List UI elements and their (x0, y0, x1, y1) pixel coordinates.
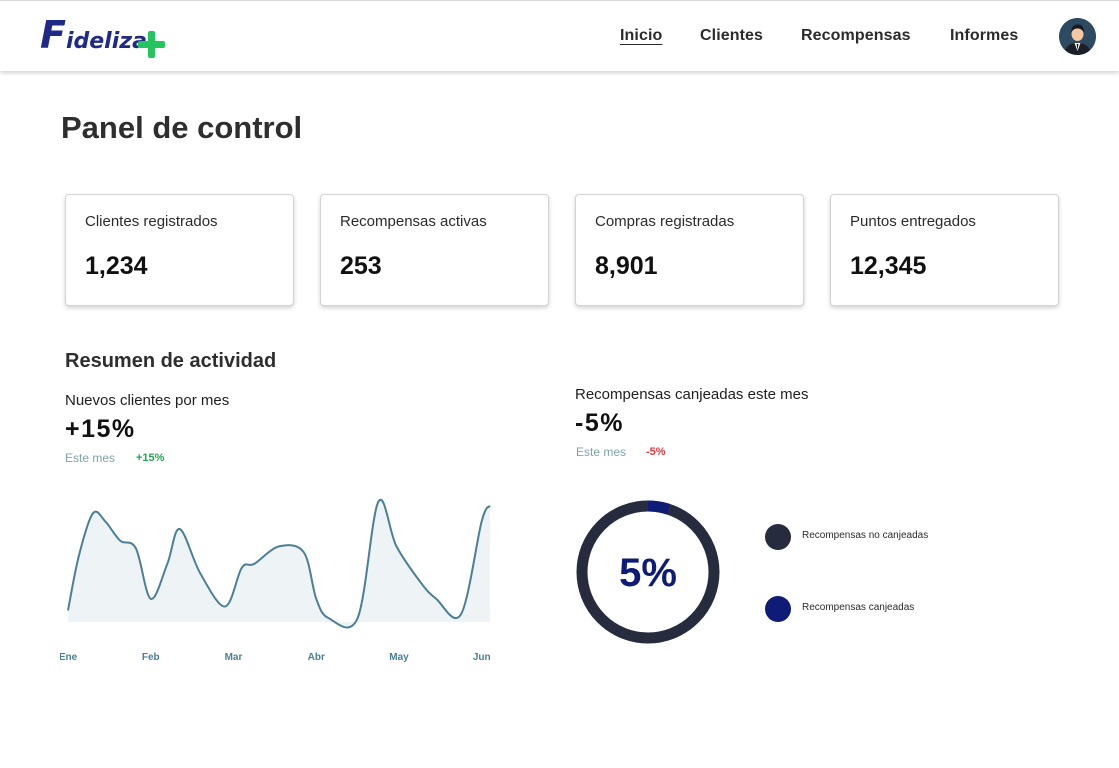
line-series (67, 498, 491, 629)
new-clients-delta: +15% (136, 452, 165, 464)
x-tick-label: May (389, 652, 409, 663)
new-clients-line-chart: Ene Feb Mar Abr May Jun (60, 498, 491, 663)
redeemed-delta: -5% (646, 446, 666, 458)
redeemed-period: Este mes (576, 445, 627, 459)
new-clients-value: +15% (65, 415, 136, 443)
plus-icon (138, 31, 166, 59)
x-tick-label: Mar (225, 652, 243, 663)
x-tick-label: Feb (142, 652, 160, 663)
nav-informes[interactable]: Informes (950, 27, 1019, 44)
nav-clientes[interactable]: Clientes (700, 27, 764, 44)
logo-wordmark: Fideliza (40, 13, 147, 57)
stat-card-compras: Compras registradas 8,901 (575, 194, 804, 306)
nav-inicio[interactable]: Inicio (620, 27, 663, 44)
stat-label: Recompensas activas (340, 213, 487, 230)
stat-card-puntos: Puntos entregados 12,345 (830, 194, 1059, 306)
fideliza-logo[interactable]: Fideliza (40, 13, 170, 61)
page-title: Panel de control (61, 110, 303, 145)
nav-recompensas[interactable]: Recompensas (801, 27, 911, 44)
stat-card-clientes: Clientes registrados 1,234 (65, 194, 294, 306)
donut-center-label: 5% (619, 551, 677, 595)
redeemed-label: Recompensas canjeadas este mes (575, 386, 809, 403)
legend-label: Recompensas no canjeadas (802, 530, 929, 541)
stat-label: Compras registradas (595, 213, 735, 230)
person-icon (1059, 18, 1096, 55)
section-title: Resumen de actividad (65, 350, 277, 372)
legend-dot (765, 596, 791, 622)
legend-dot (765, 524, 791, 550)
user-avatar-icon[interactable] (1059, 18, 1096, 55)
redeemed-donut-chart: 5% (576, 500, 720, 644)
top-navigation-bar: Fideliza Inicio Clientes Recompensas Inf… (0, 0, 1119, 71)
x-tick-label: Ene (60, 652, 78, 663)
line-series-area (68, 499, 490, 628)
stat-label: Puntos entregados (850, 213, 976, 230)
stat-label: Clientes registrados (85, 213, 218, 230)
donut-slice-redeemed (576, 500, 720, 644)
legend-label: Recompensas canjeadas (802, 602, 915, 613)
new-clients-period: Este mes (65, 451, 116, 465)
redeemed-value: -5% (575, 409, 624, 437)
x-tick-label: Abr (308, 652, 325, 663)
stat-value: 8,901 (595, 252, 658, 280)
x-tick-label: Jun (473, 652, 491, 663)
stat-card-recompensas: Recompensas activas 253 (320, 194, 549, 306)
stat-value: 12,345 (850, 252, 927, 280)
new-clients-label: Nuevos clientes por mes (65, 392, 230, 409)
stat-value: 1,234 (85, 252, 148, 280)
stat-value: 253 (340, 252, 382, 280)
